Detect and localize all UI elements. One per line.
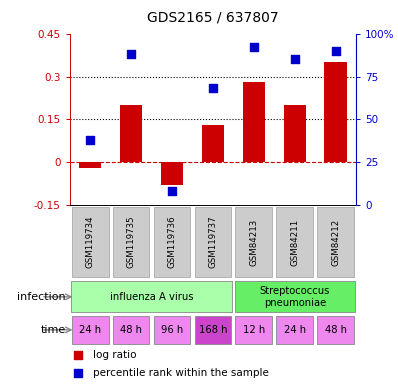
Point (128, 51, 134, 57)
Text: percentile rank within the sample: percentile rank within the sample (93, 367, 268, 377)
Text: time: time (41, 325, 66, 335)
Bar (195, 207, 231, 277)
Bar (236, 207, 272, 277)
Point (75, 369, 82, 376)
Point (292, 56, 298, 63)
Bar (324, 62, 347, 162)
Point (210, 85, 216, 91)
Bar (235, 281, 355, 313)
Text: Streptococcus
pneumoniae: Streptococcus pneumoniae (259, 286, 330, 308)
Bar (161, 162, 183, 185)
Point (87, 137, 93, 143)
Bar (72, 207, 109, 277)
Text: GDS2165 / 637807: GDS2165 / 637807 (147, 10, 279, 24)
Point (75, 352, 82, 358)
Text: GSM119736: GSM119736 (168, 216, 176, 268)
Text: GSM84211: GSM84211 (290, 218, 299, 266)
Bar (120, 105, 142, 162)
Bar (317, 316, 354, 344)
Text: GSM119734: GSM119734 (86, 216, 95, 268)
Point (333, 48, 339, 54)
Bar (243, 82, 265, 162)
Text: log ratio: log ratio (93, 350, 136, 360)
Bar (154, 316, 190, 344)
Text: 96 h: 96 h (161, 325, 183, 335)
Bar (154, 207, 190, 277)
Text: influenza A virus: influenza A virus (110, 292, 193, 302)
Bar (202, 125, 224, 162)
Text: 24 h: 24 h (79, 325, 101, 335)
Text: 12 h: 12 h (243, 325, 265, 335)
Text: GSM119735: GSM119735 (127, 216, 136, 268)
Bar (283, 105, 306, 162)
Bar (317, 207, 354, 277)
Text: GSM84212: GSM84212 (331, 218, 340, 266)
Bar (276, 207, 313, 277)
Text: infection: infection (17, 292, 66, 302)
Text: 48 h: 48 h (325, 325, 347, 335)
Bar (71, 281, 232, 313)
Point (169, 188, 175, 194)
Text: 48 h: 48 h (120, 325, 142, 335)
Bar (79, 162, 101, 168)
Bar (195, 316, 231, 344)
Bar (276, 316, 313, 344)
Bar (236, 316, 272, 344)
Text: GSM84213: GSM84213 (250, 218, 258, 266)
Text: 24 h: 24 h (284, 325, 306, 335)
Point (251, 45, 257, 51)
Text: GSM119737: GSM119737 (209, 216, 217, 268)
Bar (72, 316, 109, 344)
Bar (113, 316, 150, 344)
Text: 168 h: 168 h (199, 325, 227, 335)
Bar (113, 207, 150, 277)
